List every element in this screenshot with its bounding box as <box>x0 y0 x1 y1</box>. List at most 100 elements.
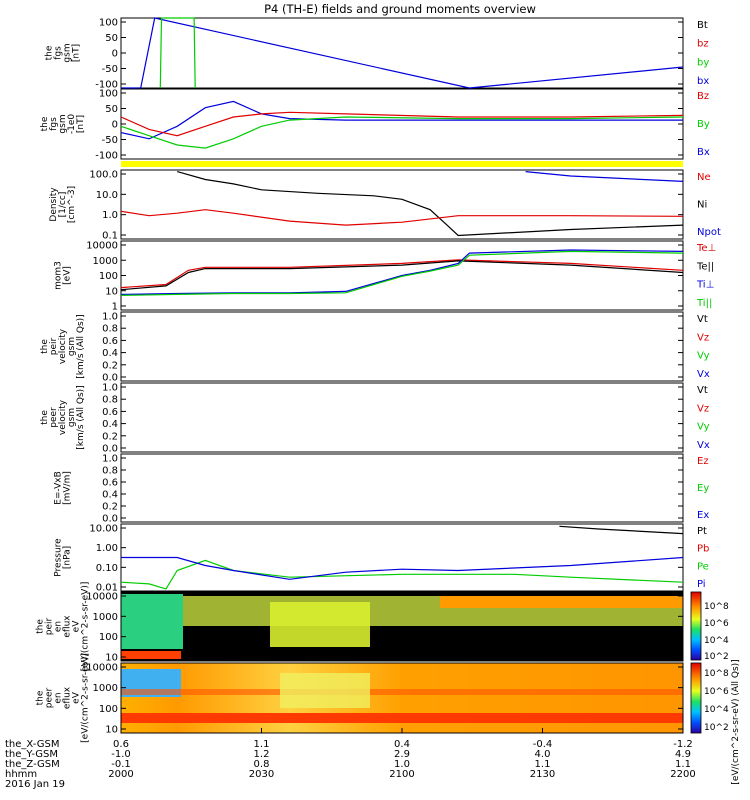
y-tick-label: 1000 <box>93 256 118 267</box>
legend-entry: Ex <box>697 510 709 521</box>
y-axis-label: the fgs gsm -1e0 [nT] <box>40 114 86 135</box>
panel-frame <box>120 591 684 662</box>
y-axis-label: the peer en eflux eV [eV/(cm^2-s-sr-eV)] <box>36 653 91 743</box>
series-line-Te⊥ <box>120 259 684 289</box>
y-axis-label: the peir en eflux eV [eV/(cm^2-s-sr-eV)] <box>36 582 91 672</box>
y-axis-label-line: the <box>36 690 46 705</box>
y-axis-label: the peir velocity gsm [km/s (All Qs)] <box>40 314 86 378</box>
colorbar-electron: 10^8 10^6 10^4 10^2 <box>690 662 729 734</box>
series-line-Bx <box>120 100 683 140</box>
legend-entry: Pe <box>697 561 709 572</box>
y-tick-label: 1.0 <box>102 312 118 323</box>
ephemeris-value: 1.1 <box>535 759 551 770</box>
y-tick-label: 0.4 <box>102 348 118 359</box>
legend-entry: Vt <box>697 314 708 325</box>
y-tick-label: 0.6 <box>102 407 118 418</box>
y-tick-label: 1.0 <box>102 383 118 394</box>
y-axis-label-line: [mV/m] <box>63 471 73 505</box>
y-axis-label-line: fgs <box>54 46 64 60</box>
y-tick-label: 1000 <box>93 683 118 694</box>
legend-entry: Ti|| <box>696 298 712 309</box>
y-axis-label-line: peer <box>49 407 59 428</box>
series-line-Pt <box>559 525 684 535</box>
y-axis-label-line: [cm^-3] <box>67 186 77 223</box>
legend-entry: Ne <box>697 172 711 183</box>
y-tick-label: 100 <box>99 704 118 715</box>
y-tick-label: -50 <box>102 135 118 146</box>
y-tick-label: 0.2 <box>102 360 118 371</box>
chart-title: P4 (TH-E) fields and ground moments over… <box>264 2 536 16</box>
legend-entry: Pt <box>697 526 707 537</box>
legend-entry: by <box>697 57 709 68</box>
colorbar-electron-bar <box>690 662 702 734</box>
y-tick-label: -100 <box>95 151 118 162</box>
panel-3: 10000 1000 100 10 1 mom3 [eV] Te⊥ Te|| Ti⊥ Ti|| <box>54 240 716 313</box>
y-axis-label-line: -1e0 <box>67 114 77 135</box>
legend-entry: Te|| <box>696 261 714 272</box>
y-tick-label: 0.1 <box>102 231 118 242</box>
legend-entry: Ey <box>697 483 709 494</box>
panel-frame <box>120 453 684 523</box>
y-axis-label-line: peir <box>49 337 59 355</box>
legend-entry: Bz <box>697 91 709 102</box>
panel-7: 10.00 1.00 0.10 0.01 Pressure [nPa] Pt Pb Pe Pi <box>54 523 709 594</box>
colorbar-ion-tick: 10^6 <box>704 619 729 629</box>
series-line-by <box>159 17 196 89</box>
legend-entry: By <box>697 119 710 130</box>
y-axis-label-line: eV <box>72 691 82 704</box>
y-tick-label: 1000 <box>93 612 118 623</box>
y-axis-label-line: the <box>40 410 50 425</box>
ephemeris-row-label: hhmm <box>5 769 37 780</box>
heatmap-cell <box>270 602 370 647</box>
y-axis-label-line: [nT] <box>72 44 82 62</box>
colorbar-ion-label: [eV/(cm^2-s-sr-eV) (All Qs)] <box>731 659 741 784</box>
y-axis-label-line: the <box>36 619 46 634</box>
y-tick-label: -50 <box>102 64 118 75</box>
y-axis-label: Pressure [nPa] <box>54 538 73 577</box>
y-tick-label: 0.4 <box>102 490 118 501</box>
y-axis-label-line: en <box>54 692 64 703</box>
y-axis-label-line: gsm <box>58 114 68 133</box>
y-axis-label: the fgs gsm [nT] <box>45 43 82 62</box>
y-tick-label: 0.6 <box>102 336 118 347</box>
y-axis-label: the peer velocity gsm [km/s (All Qs)] <box>40 385 86 449</box>
heatmap-cell <box>280 673 370 708</box>
legend-entry: Pi <box>697 579 706 590</box>
y-axis-label-line: [eV/(cm^2-s-sr-eV)] <box>81 653 91 743</box>
ephemeris-table: the_X-GSM 0.6 1.1 0.4 -0.4 -1.2 the_Y-GSM -1.0 1… <box>5 739 696 780</box>
y-tick-label: 1.0 <box>102 454 118 465</box>
y-tick-label: 0 <box>112 49 118 60</box>
legend-entry: Bx <box>697 147 710 158</box>
legend-entry: Pb <box>697 544 709 555</box>
y-tick-label: 0.4 <box>102 419 118 430</box>
y-tick-label: 0.0 <box>102 514 118 525</box>
ephemeris-value: 1.2 <box>254 749 270 760</box>
y-tick-label: 0.8 <box>102 395 118 406</box>
y-tick-label: 100 <box>99 632 118 643</box>
legend-entry: Bt <box>697 20 708 31</box>
ephemeris-value: 2000 <box>108 769 133 780</box>
y-tick-label: 10 <box>105 286 118 297</box>
legend-entry: Ti⊥ <box>696 280 714 291</box>
legend-entry: Te⊥ <box>696 243 716 254</box>
y-axis-label-line: fgs <box>49 117 59 131</box>
y-tick-label: 100.0 <box>89 170 118 181</box>
series-line-By <box>120 116 684 149</box>
legend-entry: Ez <box>697 456 709 467</box>
legend-entry: Vz <box>697 332 709 343</box>
legend-entry: Vy <box>697 351 710 362</box>
y-tick-label: 0 <box>112 120 118 131</box>
y-tick-label: 1.00 <box>96 543 118 554</box>
y-tick-label: 1.0 <box>102 210 118 221</box>
y-tick-label: 100 <box>99 18 118 29</box>
panel-frame <box>120 523 684 592</box>
ephemeris-row-label: the_X-GSM <box>5 739 59 750</box>
y-tick-label: 0.8 <box>102 466 118 477</box>
y-axis-label-line: eV <box>72 620 82 633</box>
ephemeris-row-label: the_Z-GSM <box>5 759 60 770</box>
y-axis-label-line: en <box>54 621 64 632</box>
panel-4: 1.00.80.60.40.2 0.0 the peir velocity gsm [km/… <box>40 311 710 384</box>
ephemeris-value: 2.9 <box>394 749 410 760</box>
